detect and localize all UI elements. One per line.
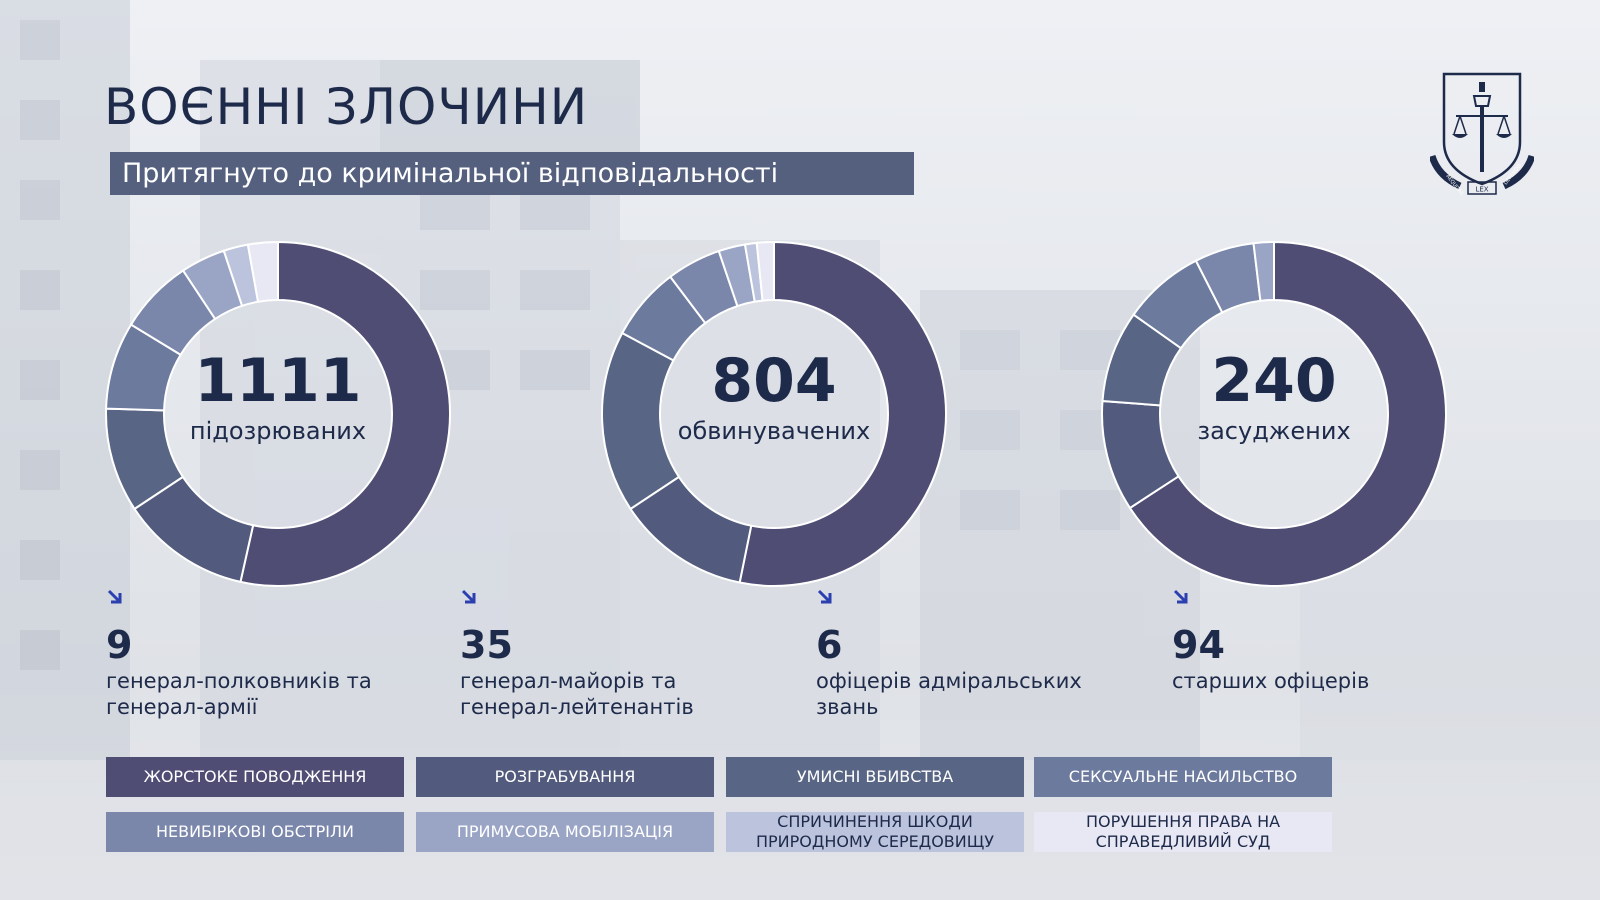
stat-label: генерал-майорів та генерал-лейтенантів: [460, 669, 694, 719]
stat-value: 9: [106, 623, 133, 667]
stat-item: 35 генерал-майорів та генерал-лейтенанті…: [460, 588, 780, 720]
legend-item-environmental-damage: СПРИЧИНЕННЯ ШКОДИ ПРИРОДНОМУ СЕРЕДОВИЩУ: [726, 812, 1024, 852]
page-title: ВОЄННІ ЗЛОЧИНИ: [104, 78, 589, 136]
donut-slice-1: [1128, 240, 1447, 587]
legend-item-shelling: НЕВИБІРКОВІ ОБСТРІЛИ: [106, 812, 404, 852]
donut-center-label: підозрюваних: [189, 417, 367, 445]
prosecutor-emblem-icon: LEX AEQUITAS DEFENDO: [1430, 72, 1534, 196]
legend-item-sexual-violence: СЕКСУАЛЬНЕ НАСИЛЬСТВО: [1034, 757, 1332, 797]
donut-chart-convicted: 240 засуджених: [1094, 234, 1454, 594]
stat-label: генерал-полковників та генерал-армії: [106, 669, 372, 719]
donut-slice-1: [239, 240, 451, 587]
donut-center-value: 1111: [194, 346, 362, 416]
donut-center-label: обвинувачених: [677, 417, 871, 445]
donut-center-value: 804: [711, 346, 837, 416]
donut-center: 1111 підозрюваних: [98, 234, 458, 594]
legend-item-murders: УМИСНІ ВБИВСТВА: [726, 757, 1024, 797]
legend-item-fair-trial-violation: ПОРУШЕННЯ ПРАВА НА СПРАВЕДЛИВИЙ СУД: [1034, 812, 1332, 852]
donut-slice-8: [755, 240, 775, 302]
donut-center: 240 засуджених: [1094, 234, 1454, 594]
donut-slice-1: [738, 240, 947, 587]
emblem-motto-left: AEQUITAS: [1444, 174, 1464, 196]
arrow-down-right-icon: [1173, 589, 1188, 604]
donut-svg-accused: [601, 240, 947, 587]
donut-chart-suspects: 1111 підозрюваних: [98, 234, 458, 594]
donut-chart-accused: 804 обвинувачених: [594, 234, 954, 594]
arrow-down-right-icon: [107, 589, 122, 604]
stat-item: 9 генерал-полковників та генерал-армії: [106, 588, 426, 720]
donut-slice-8: [246, 240, 279, 303]
legend-item-looting: РОЗГРАБУВАННЯ: [416, 757, 714, 797]
donut-center: 804 обвинувачених: [594, 234, 954, 594]
stat-value: 35: [460, 623, 513, 667]
donut-center-label: засуджених: [1197, 417, 1351, 445]
page-subtitle: Притягнуто до кримінальної відповідально…: [110, 152, 914, 195]
donut-center-value: 240: [1211, 346, 1337, 416]
donut-slice-6: [1252, 240, 1275, 302]
legend-item-cruel-treatment: ЖОРСТОКЕ ПОВОДЖЕННЯ: [106, 757, 404, 797]
arrow-down-right-icon: [817, 589, 832, 604]
stat-label: офіцерів адміральських звань: [816, 669, 1082, 719]
stat-value: 6: [816, 623, 843, 667]
stat-value: 94: [1172, 623, 1225, 667]
donut-svg-convicted: [1101, 240, 1447, 587]
donut-svg-suspects: [105, 240, 451, 587]
emblem-motto-center: LEX: [1475, 186, 1488, 194]
stat-item: 6 офіцерів адміральських звань: [816, 588, 1136, 720]
stat-label: старших офіцерів: [1172, 669, 1370, 693]
arrow-down-right-icon: [461, 589, 476, 604]
legend-item-forced-mobilization: ПРИМУСОВА МОБІЛІЗАЦІЯ: [416, 812, 714, 852]
stat-item: 94 старших офіцерів: [1172, 588, 1492, 694]
